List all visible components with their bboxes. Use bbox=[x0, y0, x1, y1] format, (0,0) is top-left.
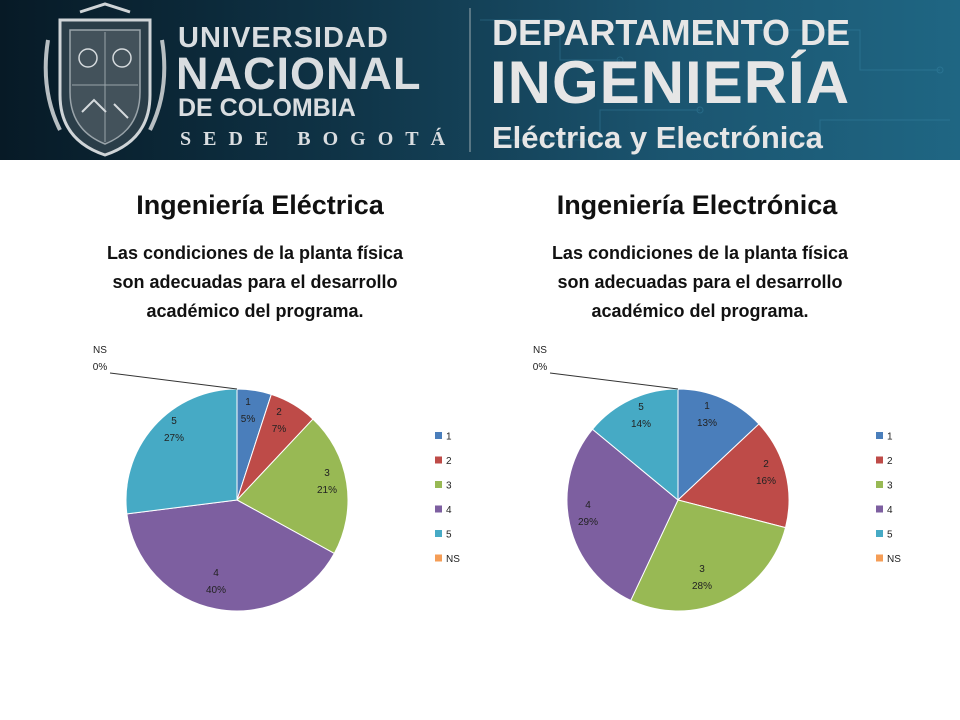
legend-swatch bbox=[435, 530, 442, 537]
legend-swatch bbox=[435, 432, 442, 439]
slice-label-percent: 5% bbox=[241, 414, 256, 425]
university-name-line1: UNIVERSIDAD bbox=[178, 22, 389, 54]
university-seal-icon bbox=[43, 2, 167, 157]
ns-leader-line bbox=[109, 372, 238, 390]
legend-label: NS bbox=[446, 554, 460, 565]
banner-graphics bbox=[43, 2, 950, 157]
circuit-lines bbox=[480, 19, 950, 150]
legend-swatch bbox=[435, 456, 442, 464]
ns-label-category: NS bbox=[93, 345, 107, 356]
legend-swatch bbox=[435, 481, 442, 488]
slice-label-category: 5 bbox=[171, 416, 177, 427]
slice-label-percent: 27% bbox=[164, 433, 184, 444]
legend-label: 3 bbox=[446, 481, 452, 492]
pie-slice-3 bbox=[236, 418, 349, 555]
slice-label-category: 1 bbox=[245, 397, 251, 408]
pie-slice-4 bbox=[126, 499, 335, 612]
university-name-line2: NACIONAL bbox=[176, 48, 422, 99]
department-line3: Eléctrica y Electrónica bbox=[492, 120, 823, 155]
legend-label: 1 bbox=[446, 432, 452, 443]
slice-label-percent: 40% bbox=[206, 585, 226, 596]
panel-title-electrica: Ingeniería Eléctrica bbox=[136, 190, 384, 220]
slice-label-category: 3 bbox=[324, 468, 330, 479]
panel-title-electronica: Ingeniería Electrónica bbox=[556, 190, 838, 220]
university-name-line3: DE COLOMBIA bbox=[178, 94, 356, 122]
pie-slice-5 bbox=[125, 388, 238, 515]
slice-label-percent: 21% bbox=[317, 485, 337, 496]
slice-label-percent: 7% bbox=[272, 424, 287, 435]
legend-swatch bbox=[435, 505, 442, 513]
slice-label-category: 2 bbox=[276, 407, 282, 418]
slice-label-category: 4 bbox=[213, 568, 219, 579]
legend-label: 5 bbox=[446, 530, 452, 541]
ns-label-percent: 0% bbox=[93, 362, 108, 373]
header-banner: UNIVERSIDAD NACIONAL DE COLOMBIA SEDE BO… bbox=[0, 0, 960, 160]
department-line1: DEPARTAMENTO DE bbox=[492, 12, 851, 53]
legend-label: 2 bbox=[446, 456, 452, 467]
legend-label: 4 bbox=[446, 505, 452, 516]
chart-title-electrica: Las condiciones de la planta física son … bbox=[106, 243, 404, 321]
chart-title-electronica: Las condiciones de la planta física son … bbox=[551, 243, 849, 321]
legend-swatch bbox=[435, 554, 442, 562]
campus-name: SEDE BOGOTÁ bbox=[180, 128, 458, 150]
department-line2: INGENIERÍA bbox=[490, 49, 851, 116]
